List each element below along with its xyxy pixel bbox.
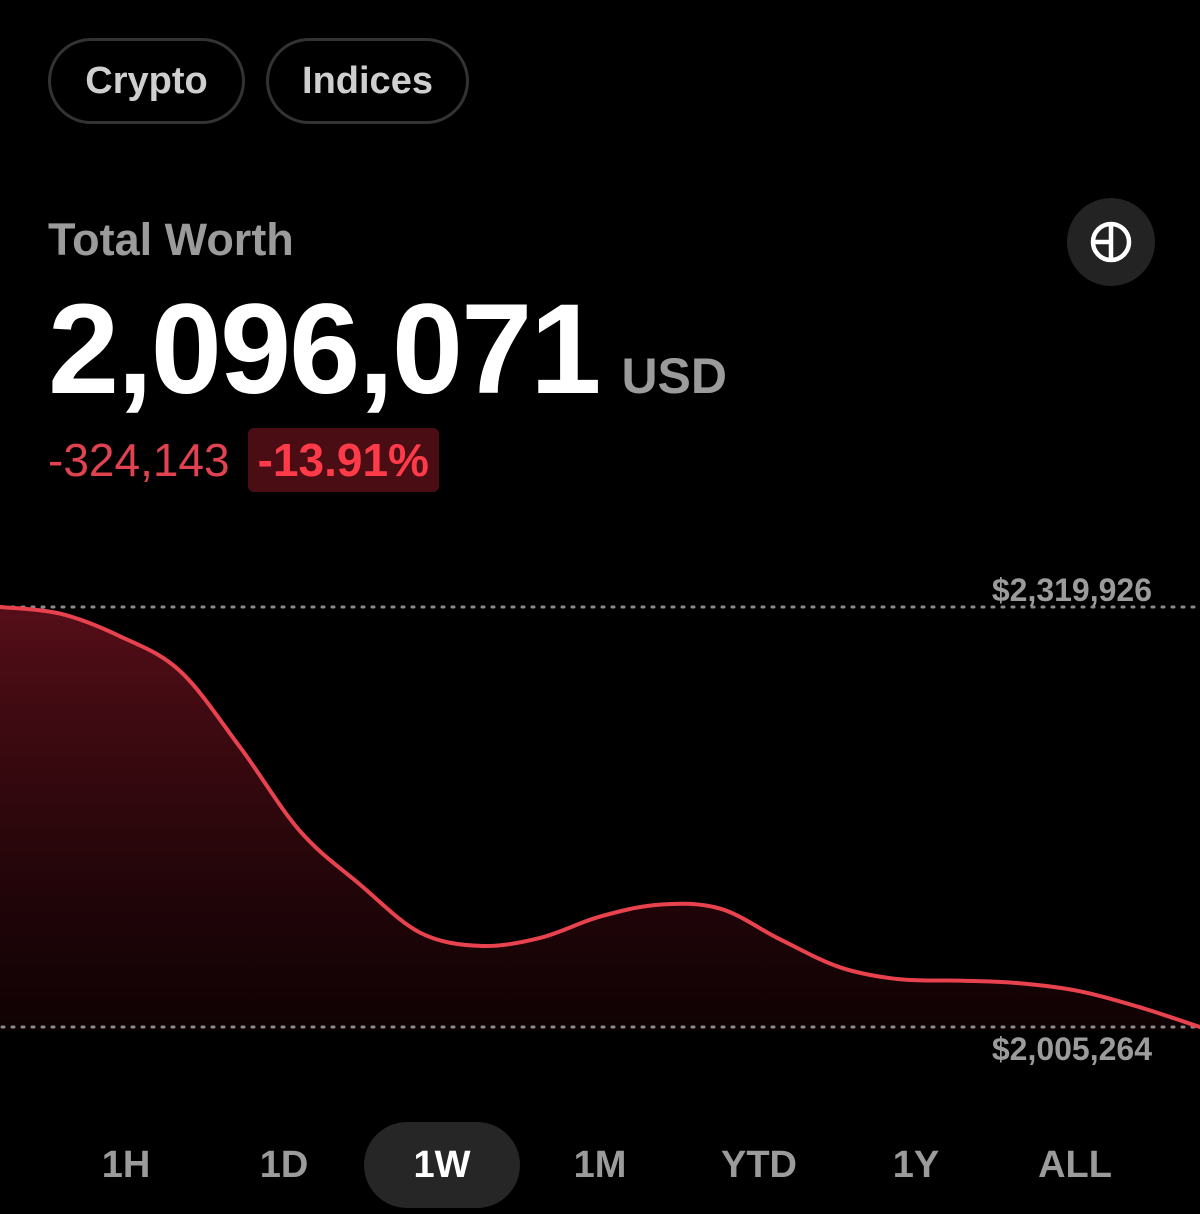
chart-area-fill <box>0 607 1200 1030</box>
worth-chart[interactable]: $2,319,926 $2,005,264 <box>0 560 1200 1080</box>
filter-crypto[interactable]: Crypto <box>48 38 245 124</box>
total-worth: 2,096,071 USD <box>48 280 727 420</box>
range-all[interactable]: ALL <box>1038 1143 1112 1186</box>
range-1d[interactable]: 1D <box>259 1143 309 1186</box>
range-1h[interactable]: 1H <box>101 1143 151 1186</box>
range-1y[interactable]: 1Y <box>892 1143 940 1186</box>
change-amount: -324,143 <box>48 434 230 486</box>
range-1w[interactable]: 1W <box>364 1122 520 1208</box>
chart-series-line <box>0 605 1200 1029</box>
time-range-selector: 1H 1D 1W 1M YTD 1Y ALL <box>0 1122 1200 1208</box>
range-1m[interactable]: 1M <box>573 1143 627 1186</box>
total-worth-value: 2,096,071 <box>48 278 601 421</box>
max-value-label: $2,319,926 <box>992 572 1152 608</box>
currency-label: USD <box>621 348 728 404</box>
filter-indices[interactable]: Indices <box>266 38 469 124</box>
total-worth-label: Total Worth <box>48 214 294 265</box>
pie-chart-icon <box>1090 221 1132 263</box>
change-row: -324,143 -13.91% <box>48 428 439 492</box>
min-value-label: $2,005,264 <box>992 1031 1152 1067</box>
range-ytd[interactable]: YTD <box>721 1143 797 1186</box>
change-percent-badge: -13.91% <box>247 428 439 492</box>
allocation-button[interactable] <box>1067 198 1155 286</box>
